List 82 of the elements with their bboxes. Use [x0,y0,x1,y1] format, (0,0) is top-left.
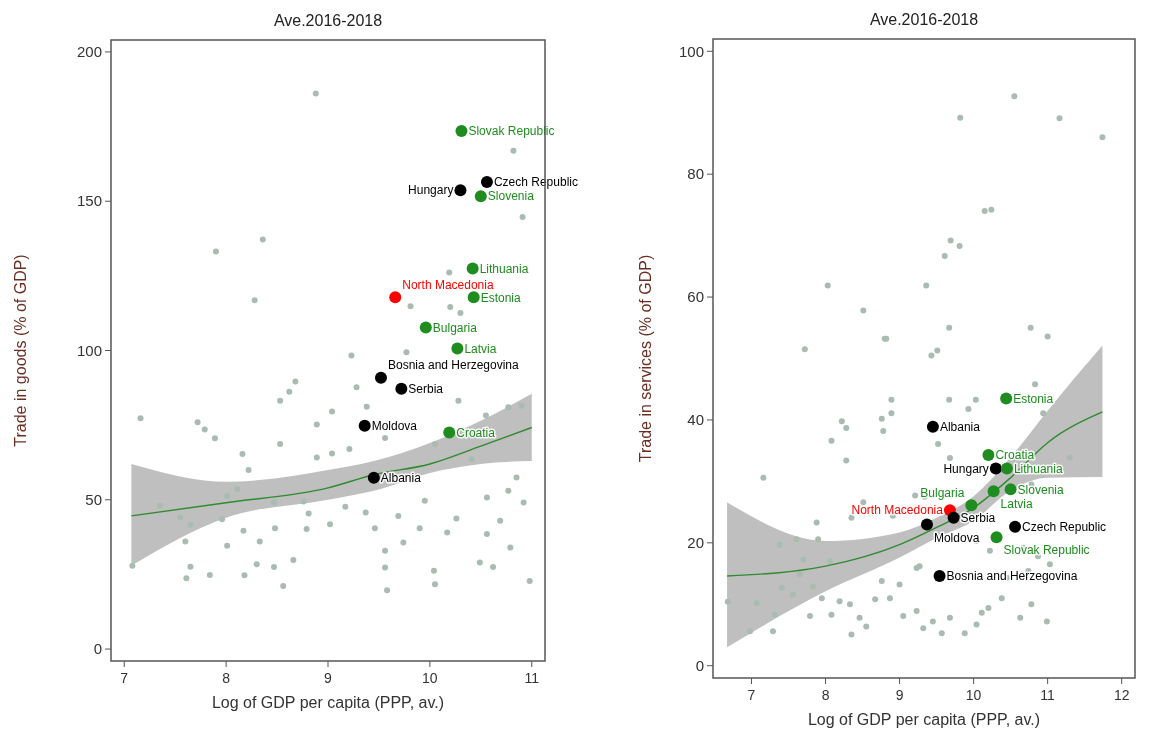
series-label: Bosnia and Herzegovina [946,569,1078,584]
x-tick-label: 7 [747,687,756,703]
point [467,291,480,304]
series-label: Slovenia [487,189,535,204]
point [1000,462,1013,475]
point [1009,520,1022,533]
series-label: Estonia [480,290,522,305]
chart-title: Ave.2016-2018 [273,12,383,29]
point [454,184,467,197]
point [965,499,978,512]
x-tick-label: 7 [120,670,129,686]
y-axis-title: Trade in services (% of GDP) [636,254,654,463]
point [990,531,1003,544]
x-tick-label: 11 [1040,687,1056,703]
point [933,570,946,583]
series-label: Slovenia [1017,482,1064,497]
series-label: Lithuania [479,261,529,276]
series-label: Albania [939,419,981,434]
x-axis-title: Log of GDP per capita (PPP, av.) [807,711,1041,728]
series-label: Croatia [995,448,1035,463]
point [358,419,371,432]
series-label: Latvia [464,341,497,356]
x-tick-label: 8 [821,687,830,703]
x-tick-label: 10 [965,687,982,703]
point [419,321,432,334]
series-label: Latvia [1000,497,1033,512]
point [466,262,479,275]
series-label: Estonia [1013,391,1054,406]
point [451,342,464,355]
point [1000,392,1013,405]
point [367,471,380,484]
series-label: Bulgaria [432,320,478,335]
series-label: Hungary [408,183,454,198]
y-tick-label: 0 [695,656,704,674]
series-label: Slovak Republic [468,124,555,139]
series-label: Slovak Republic [1003,543,1090,558]
series-label: Czech Republic [1022,520,1107,535]
y-tick-label: 200 [76,43,102,61]
y-axis-title: Trade in goods (% of GDP) [11,254,29,447]
y-tick-label: 100 [678,42,704,60]
point [474,190,487,203]
point [1004,483,1017,496]
y-tick-label: 150 [76,192,102,210]
series-label: Bulgaria [920,485,965,500]
y-tick-label: 60 [687,288,704,306]
y-tick-label: 50 [85,491,102,509]
point [443,426,456,439]
point [926,420,939,433]
point [982,448,995,461]
point [455,125,468,138]
point [374,371,387,384]
x-tick-label: 11 [524,670,540,686]
series-label: Hungary [943,461,989,476]
y-tick-label: 0 [93,640,102,658]
point [987,485,1000,498]
series-label: Bosnia and Herzegovina [387,357,520,372]
x-tick-label: 9 [895,687,904,703]
series-label: Moldova [933,530,980,545]
y-tick-label: 100 [76,341,102,359]
point [395,382,408,395]
series-label: Czech Republic [493,175,578,190]
y-tick-label: 40 [687,411,704,429]
series-label: Croatia [456,425,496,440]
y-tick-label: 80 [687,165,704,183]
series-label: Serbia [960,510,996,525]
point [920,518,933,531]
x-tick-label: 9 [324,670,333,686]
y-tick-label: 20 [687,534,704,552]
point [480,176,493,189]
point [947,511,960,524]
series-label: Moldova [371,418,418,433]
series-label: North Macedonia [851,503,944,518]
x-tick-label: 8 [222,670,231,686]
chart-title: Ave.2016-2018 [869,11,979,28]
x-tick-label: 12 [1113,687,1130,703]
series-label: North Macedonia [402,277,494,292]
point [389,291,402,304]
point [989,462,1002,475]
x-tick-label: 10 [422,670,438,686]
series-label: Albania [380,470,422,485]
x-axis-title: Log of GDP per capita (PPP, av.) [211,694,445,711]
series-label: Serbia [408,381,444,396]
